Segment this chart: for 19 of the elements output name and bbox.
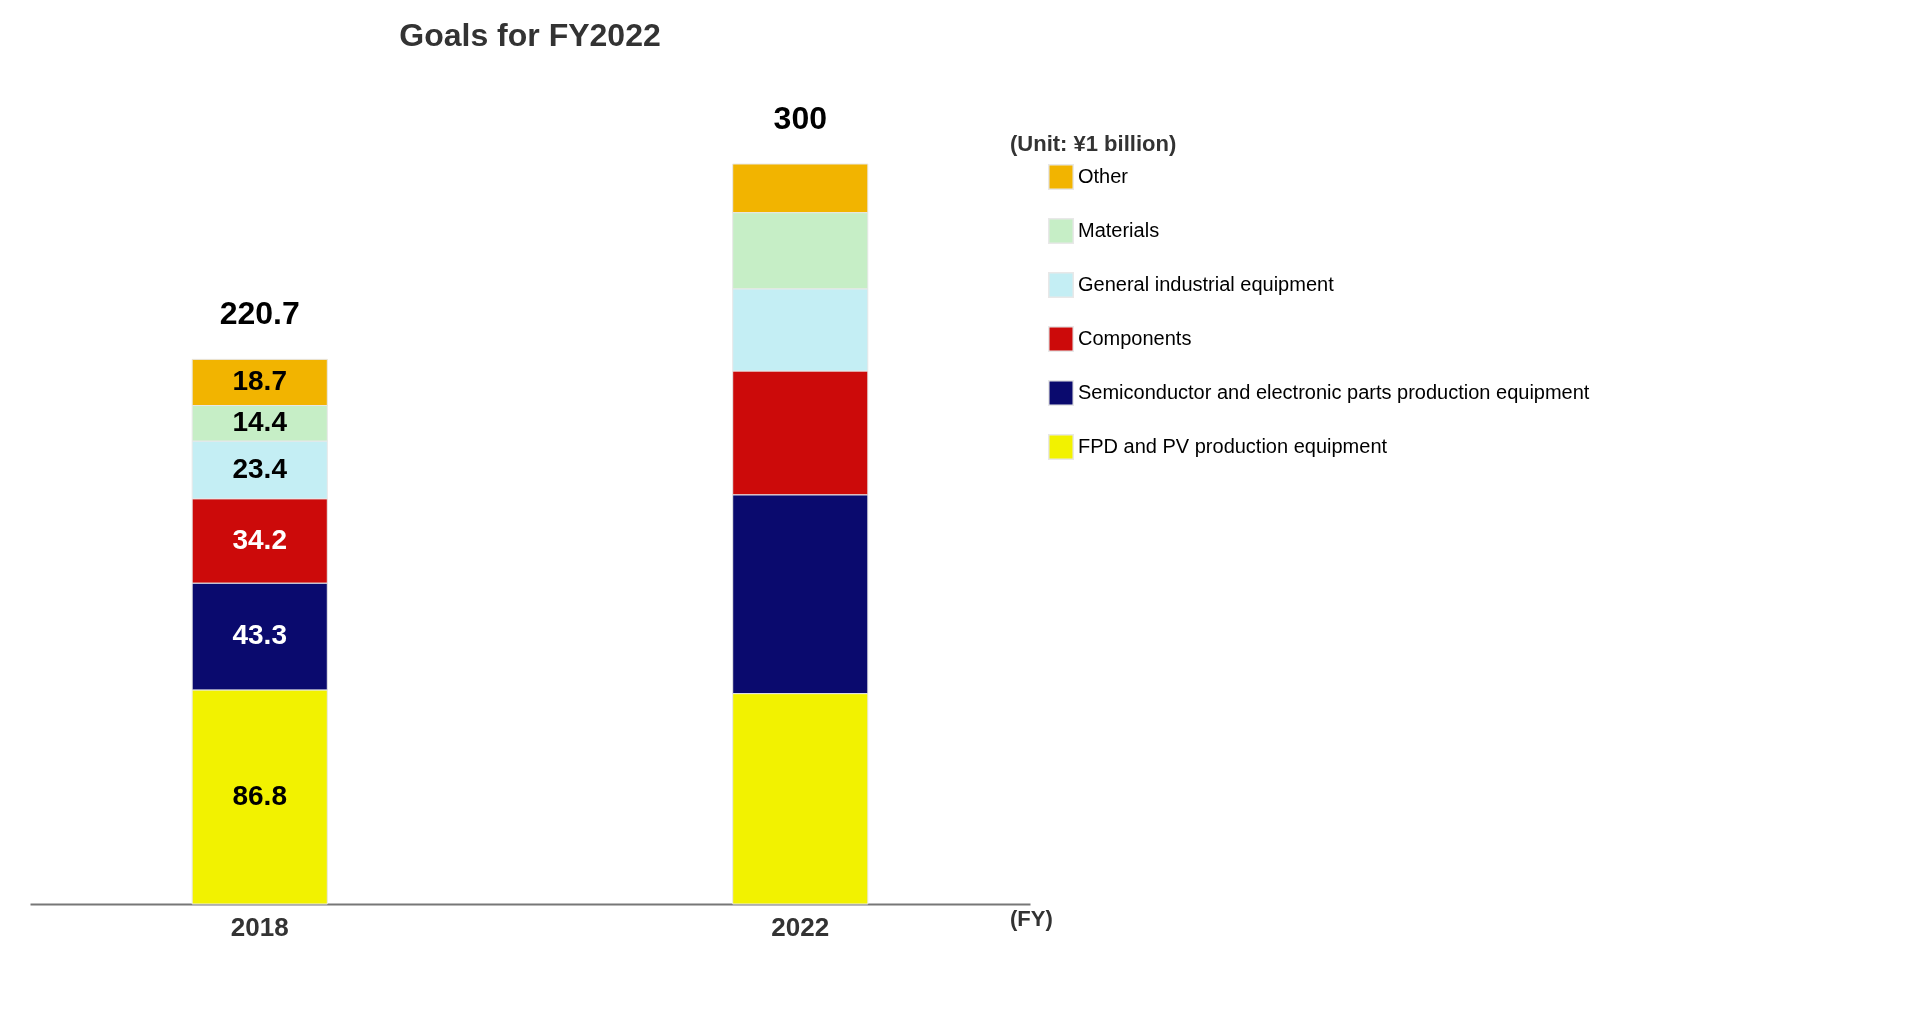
data-label: 14.4: [232, 406, 288, 438]
data-label: 34.2: [232, 523, 287, 555]
data-label: 18.7: [232, 365, 287, 397]
legend-label: Other: [1078, 165, 1129, 187]
data-label: 43.3: [232, 619, 287, 651]
legend-label: Materials: [1078, 219, 1160, 241]
total-label: 300: [773, 100, 827, 136]
chart-title: Goals for FY2022: [399, 17, 661, 53]
text: (Unit: ¥1 billion): [1010, 131, 1177, 156]
x-tick-label: 2022: [771, 911, 830, 942]
legend-label: General industrial equipment: [1078, 273, 1335, 295]
text: (FY): [1010, 906, 1053, 931]
legend-label: Semiconductor and electronic parts production equipment: [1078, 381, 1590, 403]
data-label: 86.8: [232, 779, 287, 811]
data-label: 23.4: [232, 452, 288, 484]
legend-label: FPD and PV production equipment: [1078, 435, 1388, 457]
total-label: 220.7: [219, 295, 300, 332]
x-tick-label: 2018: [230, 911, 289, 942]
legend-label: Components: [1078, 327, 1192, 349]
